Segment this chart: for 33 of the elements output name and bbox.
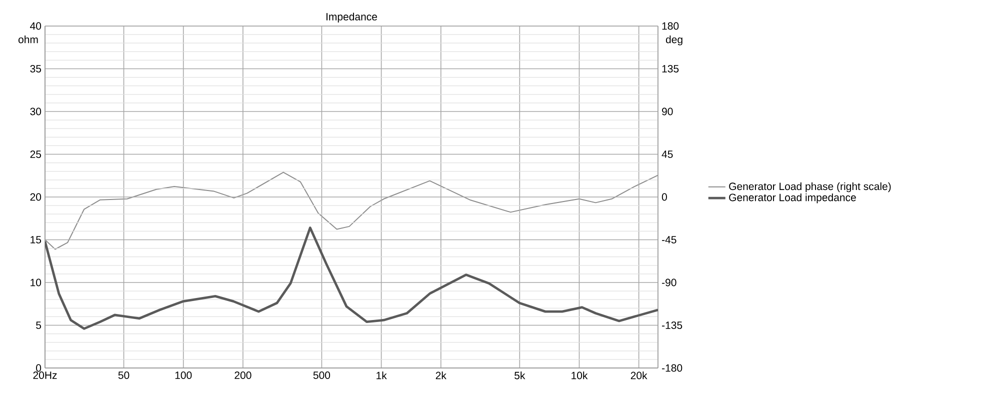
y2-tick-label: -45 bbox=[662, 236, 676, 244]
y-tick-label: 15 bbox=[30, 236, 42, 244]
x-tick-label: 100 bbox=[175, 372, 192, 379]
x-tick-label: 20k bbox=[630, 372, 648, 380]
y2-tick-label: 45 bbox=[662, 150, 673, 158]
y2-tick-label: 180 bbox=[662, 22, 679, 30]
y2-axis-title: deg bbox=[666, 36, 682, 46]
y-tick-label: 10 bbox=[30, 278, 42, 286]
y2-tick-label: -90 bbox=[662, 278, 676, 286]
y-axis-title: ohm bbox=[18, 36, 38, 44]
chart-title: Impedance bbox=[326, 12, 378, 22]
y2-tick-label: -180 bbox=[662, 364, 682, 372]
y-tick-label: 35 bbox=[30, 65, 42, 72]
y-tick-label: 25 bbox=[30, 150, 42, 158]
x-tick-label: 200 bbox=[234, 372, 252, 379]
y2-tick-label: -135 bbox=[662, 322, 682, 329]
y2-tick-label: 90 bbox=[662, 108, 673, 116]
y-tick-label: 0 bbox=[36, 364, 42, 372]
legend-label: Generator Load phase (right scale) bbox=[729, 182, 891, 192]
x-tick-label: 5k bbox=[514, 372, 526, 380]
x-tick-label: 1k bbox=[376, 372, 387, 380]
y2-tick-label: 0 bbox=[662, 193, 667, 201]
x-tick-label: 2k bbox=[436, 372, 446, 380]
x-tick-label: 50 bbox=[118, 372, 130, 379]
y-tick-label: 40 bbox=[30, 22, 42, 30]
y-tick-label: 20 bbox=[30, 193, 42, 201]
x-tick-label: 500 bbox=[313, 372, 330, 379]
y-tick-label: 5 bbox=[36, 322, 42, 329]
legend-label: Generator Load impedance bbox=[729, 193, 856, 204]
x-tick-label: 20Hz bbox=[33, 372, 57, 379]
x-tick-label: 10k bbox=[572, 372, 588, 380]
y2-tick-label: 135 bbox=[662, 65, 679, 72]
y-tick-label: 30 bbox=[30, 108, 42, 116]
